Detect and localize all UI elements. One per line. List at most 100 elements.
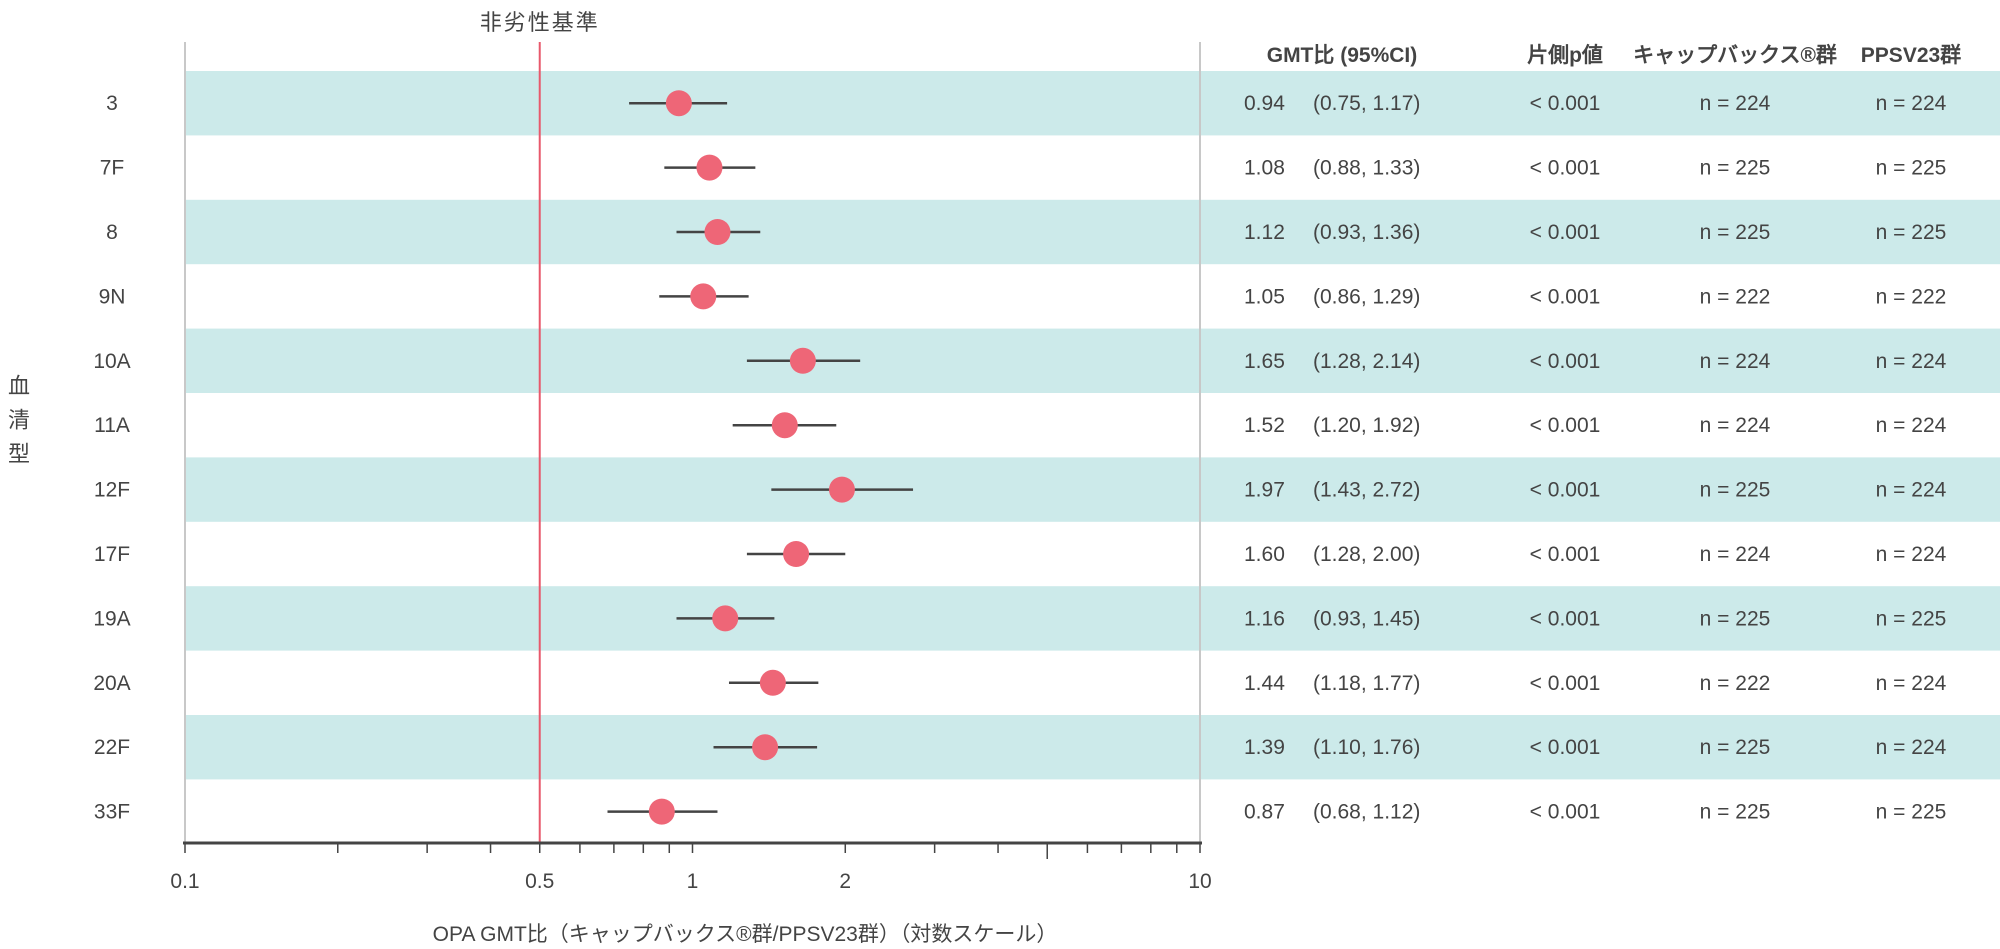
gmt-point: [771, 412, 798, 439]
table-header: GMT比 (95%CI): [1267, 44, 1418, 67]
n-capvaxive: n = 225: [1700, 479, 1771, 502]
x-tick-label: 0.1: [170, 870, 199, 893]
ci-value: (0.68, 1.12): [1313, 801, 1420, 824]
x-tick-label: 2: [839, 870, 851, 893]
y-axis-label: 血清型: [4, 374, 29, 476]
gmt-point: [789, 347, 816, 374]
gmt-point: [696, 154, 723, 181]
n-capvaxive: n = 222: [1700, 285, 1771, 308]
n-capvaxive: n = 222: [1700, 672, 1771, 695]
n-ppsv23: n = 224: [1876, 350, 1947, 373]
ci-value: (0.93, 1.45): [1313, 607, 1420, 630]
serotype-label: 12F: [94, 479, 130, 502]
serotype-label: 19A: [93, 607, 130, 630]
gmt-value: 0.94: [1244, 92, 1285, 115]
gmt-point: [690, 283, 717, 310]
ci-value: (1.10, 1.76): [1313, 736, 1420, 759]
gmt-value: 1.16: [1244, 607, 1285, 630]
serotype-label: 11A: [94, 414, 130, 437]
gmt-point: [704, 219, 731, 245]
gmt-value: 1.39: [1244, 736, 1285, 759]
serotype-label: 22F: [94, 736, 130, 759]
gmt-point: [783, 541, 810, 567]
n-ppsv23: n = 225: [1876, 801, 1947, 824]
ci-value: (0.75, 1.17): [1313, 92, 1420, 115]
p-value: < 0.001: [1530, 672, 1601, 695]
n-ppsv23: n = 224: [1876, 92, 1947, 115]
p-value: < 0.001: [1530, 801, 1601, 824]
n-capvaxive: n = 225: [1700, 607, 1771, 630]
gmt-value: 0.87: [1244, 801, 1285, 824]
n-ppsv23: n = 224: [1876, 414, 1947, 437]
p-value: < 0.001: [1530, 350, 1601, 373]
serotype-label: 9N: [99, 285, 126, 308]
ci-value: (1.20, 1.92): [1313, 414, 1420, 437]
gmt-value: 1.65: [1244, 350, 1285, 373]
n-ppsv23: n = 225: [1876, 157, 1947, 180]
gmt-value: 1.05: [1244, 285, 1285, 308]
row-band: [185, 328, 2000, 393]
table-header: 片側p値: [1527, 43, 1603, 67]
gmt-value: 1.44: [1244, 672, 1285, 695]
serotype-label: 8: [106, 221, 118, 244]
gmt-value: 1.60: [1244, 543, 1285, 566]
n-capvaxive: n = 225: [1700, 221, 1771, 244]
x-tick-label: 10: [1188, 870, 1211, 893]
x-axis-label: OPA GMT比（キャップバックス®群/PPSV23群）（対数スケール）: [433, 923, 1058, 946]
n-capvaxive: n = 225: [1700, 157, 1771, 180]
n-capvaxive: n = 225: [1700, 801, 1771, 824]
row-band: [185, 586, 2000, 651]
gmt-value: 1.97: [1244, 479, 1285, 502]
n-ppsv23: n = 222: [1876, 285, 1947, 308]
serotype-label: 17F: [94, 543, 130, 566]
gmt-value: 1.52: [1244, 414, 1285, 437]
n-capvaxive: n = 224: [1700, 543, 1771, 566]
n-ppsv23: n = 225: [1876, 221, 1947, 244]
gmt-value: 1.12: [1244, 221, 1285, 244]
gmt-point: [752, 734, 779, 761]
p-value: < 0.001: [1530, 414, 1601, 437]
x-tick-label: 0.5: [525, 870, 554, 893]
n-capvaxive: n = 225: [1700, 736, 1771, 759]
n-capvaxive: n = 224: [1700, 414, 1771, 437]
x-tick-label: 1: [687, 870, 699, 893]
gmt-value: 1.08: [1244, 157, 1285, 180]
gmt-point: [712, 605, 739, 632]
serotype-label: 3: [106, 92, 118, 115]
n-ppsv23: n = 224: [1876, 543, 1947, 566]
serotype-label: 20A: [93, 672, 130, 695]
gmt-point: [828, 476, 855, 503]
serotype-label: 33F: [94, 801, 130, 824]
n-capvaxive: n = 224: [1700, 350, 1771, 373]
ci-value: (0.93, 1.36): [1313, 221, 1420, 244]
row-band: [185, 457, 2000, 522]
p-value: < 0.001: [1530, 285, 1601, 308]
n-capvaxive: n = 224: [1700, 92, 1771, 115]
p-value: < 0.001: [1530, 736, 1601, 759]
p-value: < 0.001: [1530, 543, 1601, 566]
n-ppsv23: n = 224: [1876, 736, 1947, 759]
ci-value: (1.28, 2.14): [1313, 350, 1420, 373]
row-band: [185, 71, 2000, 136]
ci-value: (0.88, 1.33): [1313, 157, 1420, 180]
p-value: < 0.001: [1530, 607, 1601, 630]
n-ppsv23: n = 225: [1876, 607, 1947, 630]
n-ppsv23: n = 224: [1876, 479, 1947, 502]
ci-value: (1.43, 2.72): [1313, 479, 1420, 502]
serotype-label: 10A: [93, 350, 130, 373]
p-value: < 0.001: [1530, 92, 1601, 115]
p-value: < 0.001: [1530, 157, 1601, 180]
table-header: キャップバックス®群: [1633, 43, 1837, 67]
p-value: < 0.001: [1530, 479, 1601, 502]
row-band: [185, 199, 2000, 265]
row-band: [185, 715, 2000, 780]
ci-value: (1.28, 2.00): [1313, 543, 1420, 566]
gmt-point: [759, 669, 786, 696]
gmt-point: [648, 798, 675, 825]
gmt-point: [665, 90, 692, 117]
reference-label: 非劣性基準: [480, 10, 600, 35]
ci-value: (0.86, 1.29): [1313, 285, 1420, 308]
n-ppsv23: n = 224: [1876, 672, 1947, 695]
p-value: < 0.001: [1530, 221, 1601, 244]
